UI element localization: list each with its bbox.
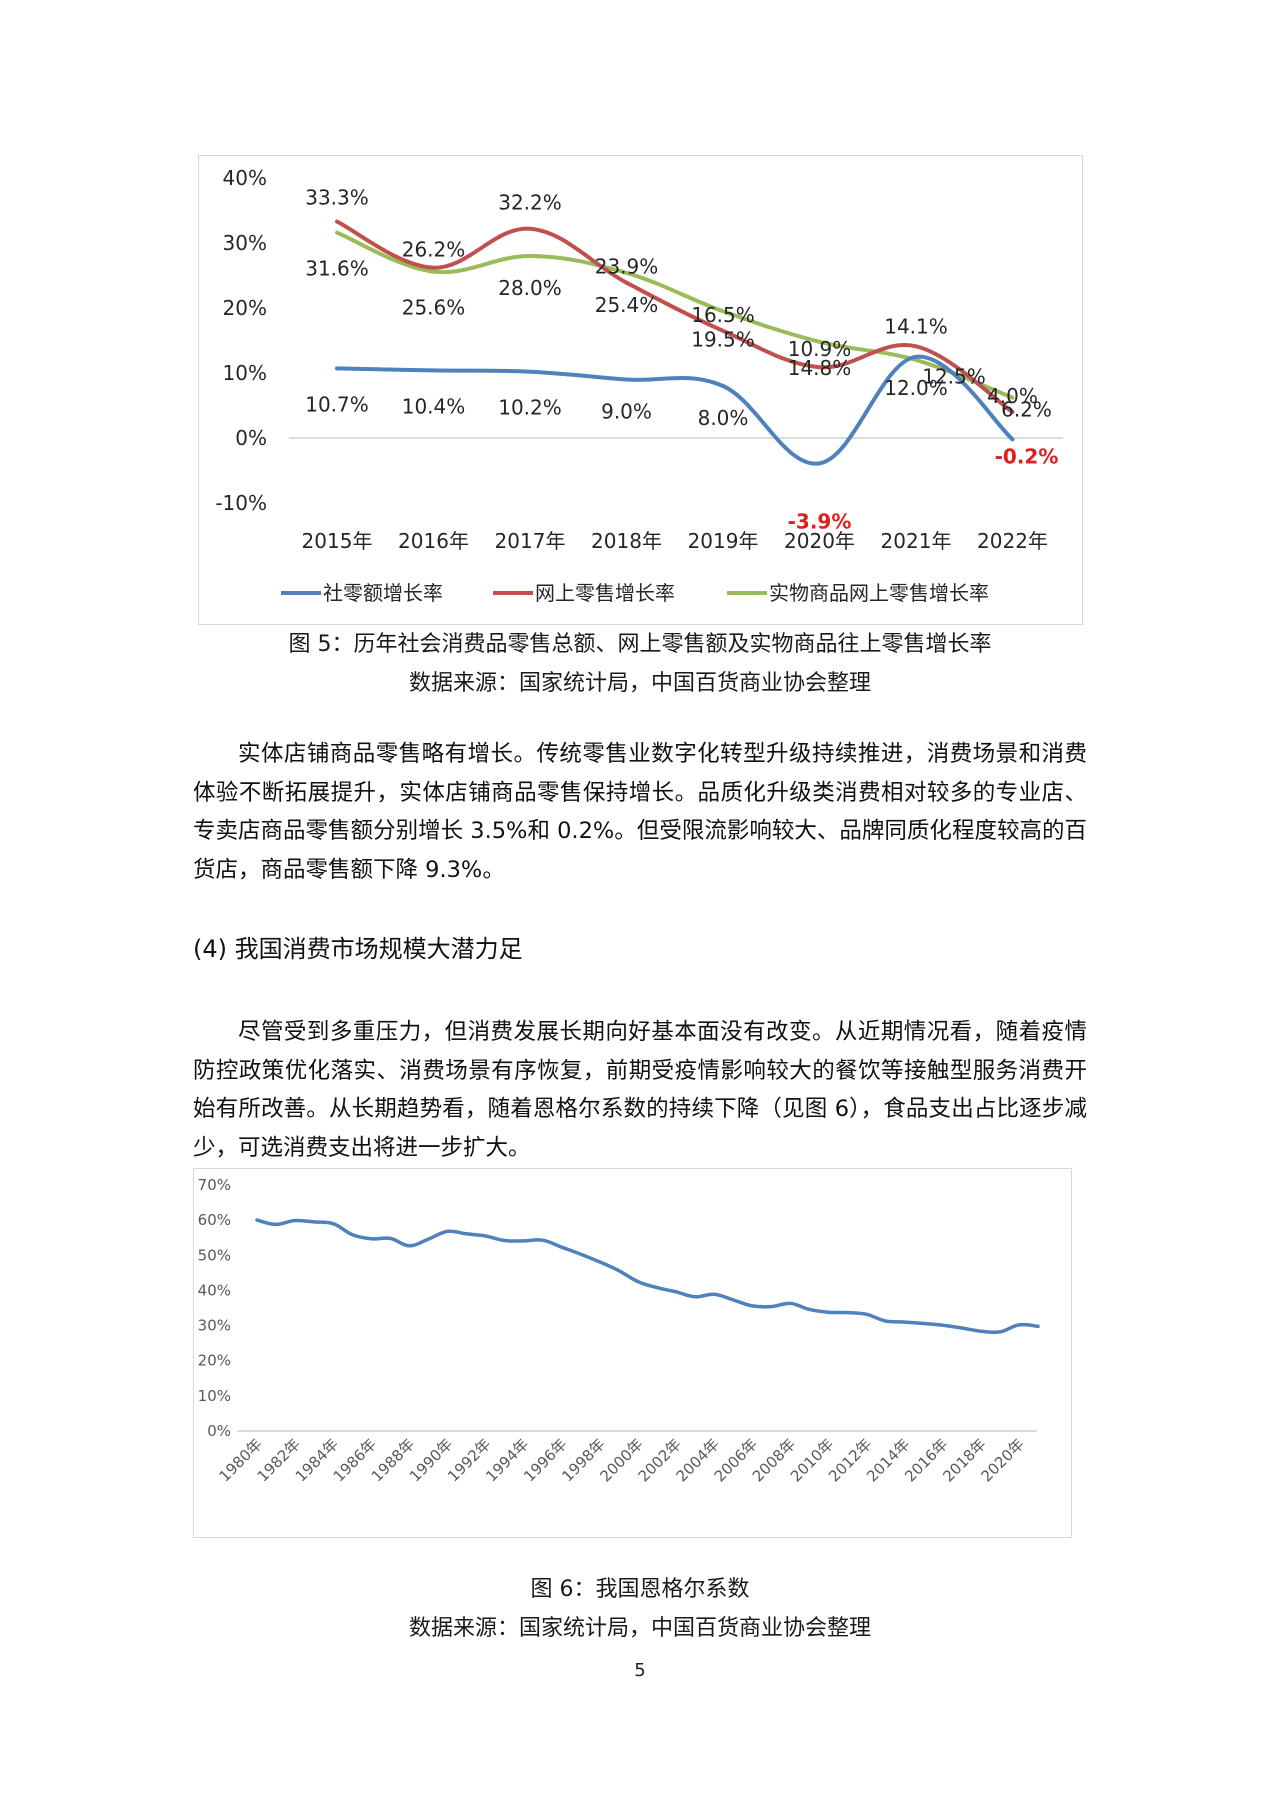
chart1-source: 数据来源：国家统计局，中国百货商业协会整理 — [408, 671, 871, 696]
data-label: 10.9% — [788, 337, 852, 361]
y-tick-label: 0% — [207, 1422, 231, 1440]
data-label: 33.3% — [305, 186, 369, 210]
y-tick-label: 10% — [198, 1387, 231, 1405]
data-label: 32.2% — [498, 191, 562, 215]
engel-coefficient-chart: 70% 60% 50% 40% 30% 20% 10% 0% 1980年 1982年 1984年 19… — [193, 1168, 1072, 1538]
chart1-caption: 图 5：历年社会消费品零售总额、网上零售额及实物商品往上零售增长率 — [288, 632, 992, 657]
y-tick-label: 30% — [198, 1317, 231, 1335]
y-tick-label: 60% — [198, 1211, 231, 1229]
data-label: 9.0% — [601, 400, 652, 424]
engel-coefficient-chart-svg: 70%60%50%40%30%20%10%0%1980年1982年1984年19… — [198, 1176, 1040, 1485]
data-label: 14.1% — [884, 314, 948, 338]
x-tick-label: 2019年 — [688, 529, 759, 553]
y-tick-label: 10% — [223, 361, 267, 385]
data-label: 25.6% — [402, 296, 466, 320]
section-heading: (4) 我国消费市场规模大潜力足 — [193, 935, 523, 963]
legend-label: 实物商品网上零售增长率 — [769, 581, 989, 605]
data-label: 6.2% — [1001, 398, 1052, 422]
data-label: 31.6% — [305, 257, 369, 281]
x-tick-label: 2017年 — [495, 529, 566, 553]
data-label: 23.9% — [595, 255, 659, 279]
y-tick-label: 20% — [223, 296, 267, 320]
data-label: -0.2% — [995, 444, 1059, 468]
chart2-caption: 图 6：我国恩格尔系数 — [530, 1577, 750, 1602]
data-label: 26.2% — [402, 238, 466, 262]
data-label: 14.8% — [788, 356, 852, 380]
y-tick-label: 40% — [223, 166, 267, 190]
data-label: 10.2% — [498, 396, 562, 420]
x-tick-label: 2022年 — [977, 529, 1048, 553]
y-tick-label: 70% — [198, 1176, 231, 1194]
y-tick-label: 20% — [198, 1352, 231, 1370]
data-label: 19.5% — [691, 327, 755, 351]
paragraph-retail-stores: 实体店铺商品零售略有增长。传统零售业数字化转型升级持续推进，消费场景和消费体验不… — [193, 741, 1087, 883]
data-label: 12.0% — [884, 376, 948, 400]
y-tick-label: 40% — [198, 1281, 231, 1299]
growth-rate-chart-svg: 40% 30% 20% 10% 0% -10% 2015年 2016年 2017年 2018年 20… — [215, 166, 1063, 605]
legend-label: 网上零售增长率 — [535, 581, 675, 605]
page-number: 5 — [634, 1660, 646, 1681]
data-label: 10.4% — [402, 394, 466, 418]
x-tick-label: 2018年 — [591, 529, 662, 553]
x-tick-label: 2021年 — [881, 529, 952, 553]
engel-series-line — [255, 1218, 1040, 1335]
y-tick-label: 50% — [198, 1246, 231, 1264]
data-label: 25.4% — [595, 293, 659, 317]
y-tick-label: -10% — [215, 491, 267, 515]
x-tick-label: 2016年 — [398, 529, 469, 553]
data-label: 4.0% — [987, 384, 1038, 408]
legend-label: 社零额增长率 — [323, 581, 443, 605]
series-line-2 — [335, 219, 1015, 414]
data-label: -3.9% — [788, 509, 852, 533]
data-label: 10.7% — [305, 392, 369, 416]
x-tick-label: 2015年 — [302, 529, 373, 553]
data-label: 28.0% — [498, 276, 562, 300]
data-label: 12.5% — [922, 364, 986, 388]
data-label: 16.5% — [691, 303, 755, 327]
x-tick-label: 2020年 — [784, 529, 855, 553]
chart2-source: 数据来源：国家统计局，中国百货商业协会整理 — [408, 1616, 871, 1641]
series-line-1 — [335, 354, 1015, 466]
growth-rate-chart: 40% 30% 20% 10% 0% -10% 2015年 2016年 2017年 2018年 20… — [198, 155, 1083, 625]
y-tick-label: 30% — [223, 231, 267, 255]
data-label: 8.0% — [698, 406, 749, 430]
paragraph-consumption-outlook: 尽管受到多重压力，但消费发展长期向好基本面没有改变。从近期情况看，随着疫情防控政… — [193, 1019, 1087, 1161]
x-tick-label: 2020年 — [977, 1435, 1027, 1485]
y-tick-label: 0% — [235, 426, 267, 450]
